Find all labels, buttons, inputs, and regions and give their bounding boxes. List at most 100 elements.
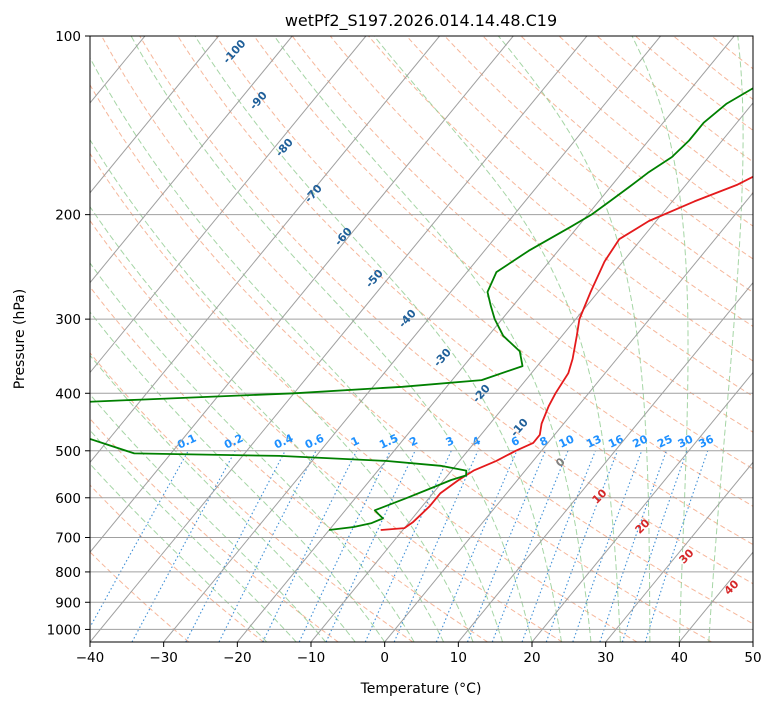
isotherm-line <box>310 102 753 642</box>
isobar-gridlines <box>90 36 753 630</box>
mixing-ratio-line <box>262 450 358 642</box>
dry-adiabat-line <box>90 484 264 642</box>
isotherm-line <box>90 36 440 464</box>
y-axis-label: Pressure (hPa) <box>12 289 28 389</box>
mixing-ratio-line <box>466 450 546 642</box>
dry-adiabat-line <box>329 36 753 397</box>
mixing-ratio-line <box>521 450 596 642</box>
moist-adiabat-line <box>130 36 533 642</box>
sounding-line <box>380 175 753 531</box>
dry-adiabat-line <box>90 551 190 642</box>
mixing-ratio-label: 36 <box>697 432 717 450</box>
dry-adiabat-label: -30 <box>431 346 454 370</box>
moist-adiabat-line <box>90 393 327 642</box>
dry-adiabat-line <box>90 219 563 642</box>
moist-adiabat-line <box>90 354 356 642</box>
dry-adiabats <box>90 36 753 642</box>
dry-adiabat-label: -50 <box>363 267 386 291</box>
dry-adiabat-line <box>177 36 753 546</box>
isotherm-line <box>236 36 735 642</box>
x-tick-label: −20 <box>223 650 252 666</box>
y-tick-label: 500 <box>55 444 81 460</box>
dry-adiabat-label: -90 <box>247 89 270 113</box>
x-tick-label: −10 <box>297 650 326 666</box>
isotherm-line <box>678 551 753 642</box>
mixing-ratio-label: 30 <box>676 432 696 450</box>
y-tick-label: 300 <box>55 312 81 328</box>
moist-adiabat-line <box>373 36 621 642</box>
isotherm-line <box>90 36 367 374</box>
mixing-ratio-line <box>325 450 416 642</box>
mixing-ratio-line <box>185 450 286 642</box>
isotherm-line <box>90 36 293 284</box>
mixing-ratio-line <box>435 450 518 642</box>
dry-adiabat-line <box>90 286 488 642</box>
isotherm-line <box>457 281 753 642</box>
x-tick-label: 10 <box>450 650 467 666</box>
mixing-ratio-label: 20 <box>631 432 651 450</box>
skewed-isotherms <box>0 36 753 642</box>
moist-adiabat-label: 30 <box>677 546 697 566</box>
y-tick-label: 1000 <box>47 622 81 638</box>
isotherm-line <box>531 371 753 642</box>
moist-adiabat-line <box>273 36 592 642</box>
dry-adiabat-label: -80 <box>273 136 296 160</box>
mixing-ratio-line <box>545 450 619 642</box>
moist-adiabat-line <box>90 205 445 642</box>
dry-adiabat-line <box>101 36 753 625</box>
dry-adiabat-label: -40 <box>396 307 419 331</box>
y-tick-label: 200 <box>55 208 81 224</box>
dry-adiabat-line <box>635 36 753 131</box>
mixing-ratio-line <box>364 450 452 642</box>
sounding-line <box>90 87 753 531</box>
moist-adiabat-line <box>90 262 415 642</box>
mixing-ratio-line <box>599 450 667 642</box>
dry-adiabat-line <box>558 36 753 195</box>
isotherm-line <box>384 192 753 642</box>
chart-title: wetPf2_S197.2026.014.14.48.C19 <box>285 11 557 31</box>
x-tick-label: −30 <box>149 650 178 666</box>
mixing-ratio-label: 25 <box>655 433 674 451</box>
x-tick-label: 50 <box>744 650 761 666</box>
isotherm-line <box>752 641 753 642</box>
dry-adiabat-line <box>139 36 753 585</box>
isotherm-line <box>0 36 71 642</box>
isotherm-line <box>605 461 753 642</box>
mixing-ratio-label: 0.4 <box>272 431 295 451</box>
mixing-ratio-line <box>298 450 391 642</box>
moist-adiabat-line <box>90 56 503 642</box>
mixing-ratio-label: 4 <box>470 434 483 449</box>
x-tick-label: −40 <box>76 650 105 666</box>
x-tick-label: 0 <box>380 650 389 666</box>
y-tick-label: 700 <box>55 531 81 547</box>
mixing-ratio-label: 2 <box>407 434 419 449</box>
dry-adiabat-line <box>368 36 753 362</box>
mixing-ratio-line <box>131 450 236 642</box>
mixing-ratio-label: 10 <box>557 432 577 450</box>
moist-adiabat-label: 20 <box>633 516 653 536</box>
x-axis-label: Temperature (°C) <box>360 681 482 697</box>
dry-adiabat-line <box>406 36 753 327</box>
x-tick-label: 40 <box>671 650 688 666</box>
y-tick-label: 600 <box>55 491 81 507</box>
sounding-profiles <box>90 87 753 531</box>
mixing-ratio-label: 16 <box>606 432 626 450</box>
x-tick-label: 30 <box>597 650 614 666</box>
mixing-ratio-line <box>393 450 479 642</box>
isotherm-line <box>90 36 588 642</box>
moist-adiabats <box>90 36 744 642</box>
moist-adiabat-line <box>90 429 297 642</box>
y-tick-label: 100 <box>55 29 81 45</box>
mixing-ratio-line <box>644 450 709 642</box>
dry-adiabat-line <box>90 418 339 642</box>
dry-adiabat-line <box>291 36 753 433</box>
mixing-ratio-label: 1 <box>349 434 361 449</box>
isotherm-line <box>90 36 219 194</box>
mixing-ratio-line <box>621 450 688 642</box>
x-tick-label: 20 <box>523 650 540 666</box>
dry-adiabat-line <box>90 83 712 642</box>
mixing-ratio-label: 0.2 <box>222 432 245 452</box>
x-axis-ticks: −40 −30 −20 −10 0 10 20 30 40 50 <box>76 642 762 666</box>
